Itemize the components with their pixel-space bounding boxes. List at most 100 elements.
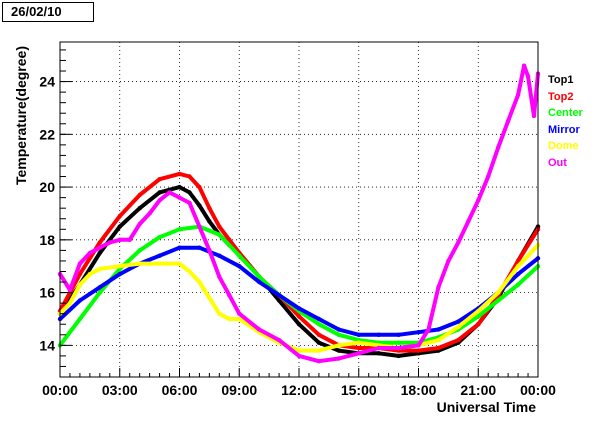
data-point xyxy=(446,258,451,264)
data-point xyxy=(531,113,537,119)
data-point xyxy=(187,174,192,179)
data-point xyxy=(396,332,401,337)
data-point xyxy=(257,327,262,332)
legend: Top1 Top2 Center Mirror Dome Out xyxy=(548,72,596,171)
data-point xyxy=(296,353,302,359)
data-point xyxy=(67,300,73,306)
data-point xyxy=(157,261,162,266)
data-point xyxy=(316,348,322,353)
x-tick-label: 15:00 xyxy=(341,382,377,398)
legend-entry-mirror: Mirror xyxy=(548,123,580,136)
data-point xyxy=(117,271,123,277)
data-point xyxy=(107,240,113,245)
data-point xyxy=(87,250,93,256)
data-point xyxy=(127,237,132,242)
data-point xyxy=(436,285,441,290)
data-point xyxy=(117,213,123,219)
data-point xyxy=(97,290,103,295)
data-point xyxy=(336,327,341,332)
legend-entry-center: Center xyxy=(548,107,583,119)
data-point xyxy=(237,253,242,258)
data-point xyxy=(476,322,481,327)
data-point xyxy=(336,348,341,353)
y-tick-label: 24 xyxy=(39,74,55,90)
data-point xyxy=(521,63,527,68)
data-point xyxy=(466,219,471,224)
data-point xyxy=(137,192,142,198)
data-point xyxy=(197,279,202,285)
data-point xyxy=(237,311,242,316)
data-point xyxy=(227,293,232,298)
data-point xyxy=(515,92,521,98)
data-point xyxy=(197,245,202,250)
y-tick-label: 22 xyxy=(39,126,55,142)
x-tick-label: 00:00 xyxy=(520,382,556,398)
data-point xyxy=(396,353,401,359)
chart-title: 26/02/10 xyxy=(2,2,94,22)
data-point xyxy=(227,316,232,322)
data-point xyxy=(77,298,83,303)
data-point xyxy=(316,332,322,337)
data-point xyxy=(77,271,83,277)
data-point xyxy=(197,224,202,229)
data-point xyxy=(436,337,441,343)
data-point xyxy=(187,190,192,195)
legend-entry-top1: Top1 xyxy=(548,74,574,86)
x-tick-label: 12:00 xyxy=(281,382,317,398)
data-point xyxy=(157,235,162,240)
data-point xyxy=(157,198,162,203)
x-tick-label: 03:00 xyxy=(102,382,138,398)
data-point xyxy=(147,211,152,216)
x-tick-label: 06:00 xyxy=(162,382,198,398)
y-axis-label: Temperature(degree) xyxy=(13,46,29,185)
data-point xyxy=(97,266,103,272)
data-point xyxy=(207,206,212,211)
data-point xyxy=(496,290,501,295)
data-point xyxy=(177,184,182,190)
data-point xyxy=(217,253,222,258)
data-point xyxy=(525,74,531,79)
data-point xyxy=(296,348,302,353)
data-point xyxy=(77,282,83,287)
data-point xyxy=(207,219,212,224)
data-point xyxy=(227,237,232,242)
data-point xyxy=(515,271,521,277)
series-line xyxy=(58,243,540,353)
data-point xyxy=(356,351,361,356)
data-point xyxy=(316,340,322,345)
data-point xyxy=(336,332,341,337)
x-tick-label: 21:00 xyxy=(460,382,496,398)
data-point xyxy=(316,322,322,327)
data-point xyxy=(376,351,381,356)
data-point xyxy=(197,184,202,190)
data-point xyxy=(257,274,262,279)
x-tick-label: 09:00 xyxy=(221,382,257,398)
legend-entry-dome: Dome xyxy=(548,140,579,152)
data-point xyxy=(117,224,123,229)
data-point xyxy=(137,221,142,227)
data-point xyxy=(316,316,322,322)
data-point xyxy=(436,327,441,332)
data-point xyxy=(416,330,421,335)
data-point xyxy=(476,308,481,314)
data-point xyxy=(217,232,222,237)
data-point xyxy=(505,118,511,124)
data-point xyxy=(426,327,431,332)
y-tick-label: 14 xyxy=(39,337,55,353)
data-point xyxy=(177,261,182,266)
data-point xyxy=(217,274,222,279)
data-point xyxy=(456,240,461,245)
data-point xyxy=(456,319,461,324)
data-point xyxy=(157,253,162,258)
y-tick-label: 18 xyxy=(39,232,55,248)
data-point xyxy=(237,316,242,322)
data-point xyxy=(137,248,142,253)
legend-entry-top2: Top2 xyxy=(548,90,574,103)
data-point xyxy=(416,348,421,353)
data-point xyxy=(356,345,361,351)
data-point xyxy=(187,269,192,274)
series-line xyxy=(58,224,540,348)
data-point xyxy=(376,332,381,337)
data-point xyxy=(207,248,212,253)
